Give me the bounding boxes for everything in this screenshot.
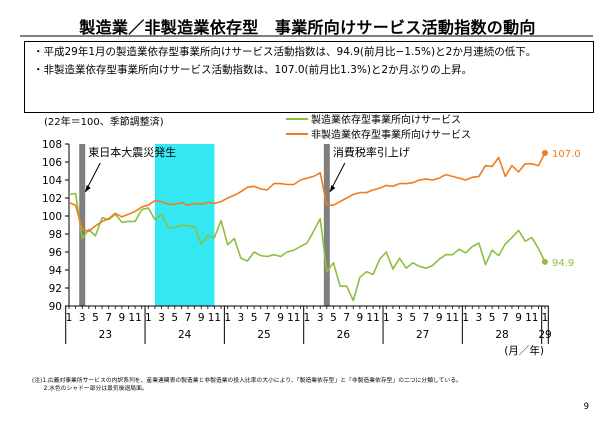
y-tick-label: 92: [49, 283, 62, 295]
summary-box: ・平成29年1月の製造業依存型事業所向けサービス活動指数は、94.9(前月比−1…: [24, 41, 594, 113]
year-label: 23: [99, 329, 112, 341]
x-tick-label: 11: [208, 312, 221, 324]
x-tick-label: 3: [396, 312, 403, 324]
year-label: 24: [178, 329, 192, 341]
series-end-label: 107.0: [552, 149, 581, 160]
y-tick-label: 98: [49, 229, 62, 241]
x-tick-label: 1: [462, 312, 469, 324]
x-tick-label: 11: [287, 312, 300, 324]
series-end-point: [542, 150, 548, 156]
summary-bullet-manufacturing: ・平成29年1月の製造業依存型事業所向けサービス活動指数は、94.9(前月比−1…: [33, 46, 537, 58]
year-label: 25: [257, 329, 270, 341]
y-tick-label: 96: [49, 247, 63, 259]
x-tick-label: 1: [383, 312, 390, 324]
x-tick-label: 1: [542, 312, 549, 324]
x-tick-label: 1: [224, 312, 231, 324]
x-tick-label: 11: [446, 312, 459, 324]
event-marker-label: 消費税率引上げ: [333, 145, 410, 159]
x-tick-label: 1: [304, 312, 311, 324]
y-tick-label: 102: [42, 193, 62, 205]
x-tick-label: 3: [317, 312, 324, 324]
x-tick-label: 3: [476, 312, 483, 324]
x-tick-label: 5: [330, 312, 337, 324]
x-tick-label: 9: [198, 312, 205, 324]
x-tick-label: 11: [366, 312, 379, 324]
event-marker-bar: [79, 144, 86, 306]
x-tick-label: 11: [525, 312, 538, 324]
x-tick-label: 7: [423, 312, 430, 324]
y-tick-label: 94: [49, 265, 63, 277]
series-end-point: [542, 258, 548, 265]
title-underline: [20, 35, 593, 37]
year-label: 28: [495, 329, 508, 341]
index-line-chart: (22年＝100、季節調整済) 製造業依存型事業所向けサービス 非製造業依存型事…: [42, 113, 581, 357]
page-number: 9: [583, 402, 589, 412]
event-marker-arrowhead: [329, 185, 336, 192]
series-line-manufacturing: [68, 192, 546, 302]
x-tick-label: 7: [185, 312, 192, 324]
x-tick-label: 5: [251, 312, 258, 324]
footnote: (注)1.広義対事業所サービスの内訳系列を、産業連関表の製造業と非製造業の投入比…: [32, 377, 462, 393]
x-tick-label: 1: [66, 312, 73, 324]
footnote-line-2: 2.水色のシャドー部分は景気後退局面。: [32, 386, 148, 392]
x-tick-label: 9: [119, 312, 126, 324]
page-title: 製造業／非製造業依存型 事業所向けサービス活動指数の動向: [79, 18, 536, 37]
y-tick-label: 90: [49, 301, 62, 313]
x-tick-label: 5: [171, 312, 178, 324]
year-label: 29: [538, 329, 551, 341]
index-note: (22年＝100、季節調整済): [44, 115, 164, 128]
summary-bullet-non-manufacturing: ・非製造業依存型事業所向けサービス活動指数は、107.0(前月比1.3%)と2か…: [33, 63, 473, 76]
x-tick-label: 3: [79, 312, 86, 324]
x-axis-unit: (月／年): [504, 344, 544, 357]
x-tick-label: 7: [105, 312, 112, 324]
series-line-non-manufacturing: [68, 152, 546, 233]
y-tick-label: 104: [42, 175, 62, 187]
legend-label-non-manufacturing: 非製造業依存型事業所向けサービス: [311, 128, 471, 141]
x-tick-label: 5: [409, 312, 416, 324]
x-tick-label: 5: [489, 312, 496, 324]
x-tick-label: 7: [264, 312, 271, 324]
x-tick-label: 5: [92, 312, 99, 324]
x-tick-label: 7: [502, 312, 509, 324]
series-end-label: 94.9: [552, 258, 574, 269]
x-tick-label: 9: [277, 312, 284, 324]
legend-label-manufacturing: 製造業依存型事業所向けサービス: [311, 113, 461, 126]
event-marker-bar: [323, 144, 330, 306]
event-marker-arrowhead: [85, 185, 91, 192]
x-tick-label: 7: [343, 312, 350, 324]
y-tick-label: 106: [42, 157, 62, 169]
event-marker-label: 東日本大震災発生: [88, 145, 176, 159]
x-tick-label: 11: [128, 312, 141, 324]
year-label: 26: [337, 329, 351, 341]
legend: 製造業依存型事業所向けサービス 非製造業依存型事業所向けサービス: [286, 113, 471, 141]
x-tick-label: 9: [436, 312, 443, 324]
x-tick-label: 9: [357, 312, 364, 324]
y-tick-label: 108: [42, 139, 62, 151]
x-tick-label: 9: [515, 312, 522, 324]
footnote-line-1: (注)1.広義対事業所サービスの内訳系列を、産業連関表の製造業と非製造業の投入比…: [32, 378, 462, 384]
x-tick-label: 3: [238, 312, 245, 324]
x-tick-label: 1: [145, 312, 152, 324]
year-label: 27: [416, 329, 429, 341]
y-tick-label: 100: [42, 211, 62, 223]
x-tick-label: 3: [158, 312, 165, 324]
